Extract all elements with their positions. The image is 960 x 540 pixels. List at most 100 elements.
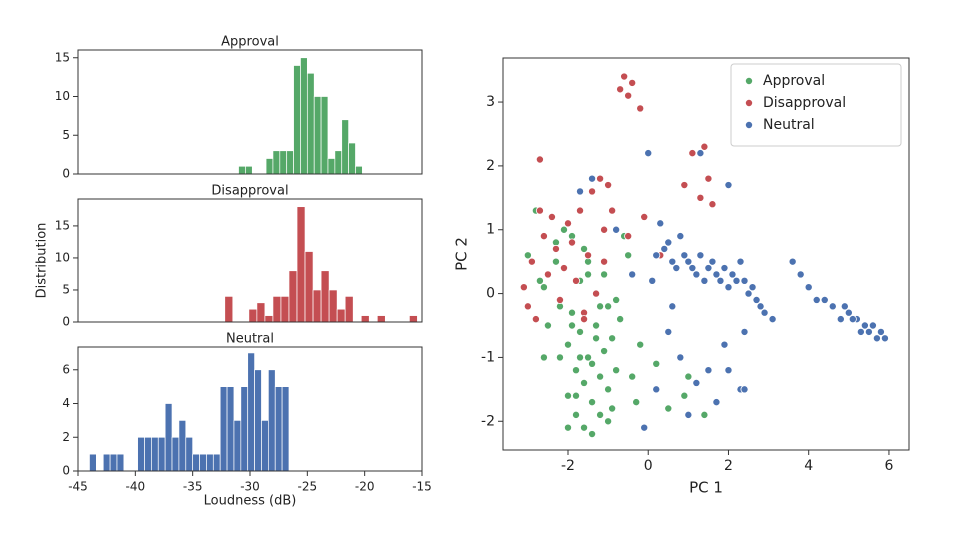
x-tick-label: -35	[183, 480, 203, 494]
legend-box	[730, 63, 902, 147]
bar	[313, 96, 322, 175]
y-tick-label: 10	[55, 250, 70, 264]
bar	[157, 436, 166, 472]
y-tick-label: 0	[486, 286, 495, 302]
bar	[360, 315, 370, 323]
subplot-title: Neutral	[226, 332, 274, 347]
point	[535, 276, 544, 285]
point	[744, 289, 753, 298]
x-tick-label: -20	[355, 480, 375, 494]
point	[636, 104, 645, 113]
point	[844, 308, 853, 317]
x-tick-label: -25	[298, 480, 318, 494]
point	[740, 385, 749, 394]
point	[668, 302, 677, 311]
point	[608, 206, 617, 215]
bar	[247, 352, 255, 472]
point	[748, 283, 757, 292]
bar	[178, 420, 187, 472]
legend-label: Approval	[763, 73, 825, 89]
point	[856, 327, 865, 336]
point	[696, 251, 705, 260]
point	[596, 174, 605, 183]
bar	[288, 270, 298, 323]
point	[628, 78, 637, 87]
point	[628, 270, 637, 279]
point	[636, 340, 645, 349]
point	[860, 321, 869, 330]
point	[680, 181, 689, 190]
y-tick-label: 5	[62, 128, 70, 142]
point	[664, 238, 673, 247]
point	[724, 283, 733, 292]
bar	[185, 436, 194, 472]
point	[624, 232, 633, 241]
bar	[89, 453, 97, 472]
point	[796, 270, 805, 279]
point	[559, 225, 568, 234]
y-tick-label: 0	[62, 464, 70, 478]
point	[688, 149, 697, 158]
point	[628, 372, 637, 381]
y-tick-label: 0	[62, 315, 70, 329]
point	[580, 244, 589, 253]
bar	[376, 315, 386, 323]
bar	[279, 150, 288, 175]
point	[592, 334, 601, 343]
point	[820, 295, 829, 304]
point	[588, 174, 597, 183]
point	[696, 149, 705, 158]
point	[704, 366, 713, 375]
point	[708, 257, 717, 266]
point	[828, 302, 837, 311]
point	[652, 385, 661, 394]
point	[600, 257, 609, 266]
point	[648, 276, 657, 285]
bar	[272, 150, 281, 175]
bar	[116, 453, 125, 472]
bar	[199, 453, 207, 472]
bar	[320, 96, 329, 175]
y-tick-label: 4	[62, 396, 70, 410]
point	[612, 225, 621, 234]
x-axis-label: Loudness (dB)	[204, 494, 297, 509]
legend-label: Neutral	[763, 117, 815, 133]
point	[519, 283, 528, 292]
point	[708, 200, 717, 209]
point	[596, 302, 605, 311]
y-axis-label: PC 2	[453, 237, 471, 271]
point	[720, 340, 729, 349]
bar	[312, 289, 322, 323]
point	[572, 391, 581, 400]
bar	[109, 453, 118, 472]
point	[568, 238, 577, 247]
point	[704, 174, 713, 183]
bar	[254, 369, 262, 472]
y-tick-label: -1	[481, 349, 495, 365]
point	[523, 251, 532, 260]
point	[535, 155, 544, 164]
point	[624, 251, 633, 260]
point	[724, 181, 733, 190]
point	[660, 244, 669, 253]
point	[572, 276, 581, 285]
bar	[267, 369, 276, 472]
bar	[206, 453, 214, 472]
point	[700, 410, 709, 419]
plot-frame	[77, 346, 423, 472]
point	[760, 308, 769, 317]
y-tick-label: 3	[486, 94, 495, 110]
point	[608, 334, 617, 343]
point	[600, 347, 609, 356]
y-tick-label: 1	[486, 222, 495, 238]
point	[732, 276, 741, 285]
point	[672, 264, 681, 273]
bar	[151, 436, 159, 472]
point	[740, 327, 749, 336]
bar	[238, 165, 246, 175]
point	[551, 257, 560, 266]
point	[692, 378, 701, 387]
point	[840, 302, 849, 311]
point	[584, 353, 593, 362]
point	[612, 295, 621, 304]
